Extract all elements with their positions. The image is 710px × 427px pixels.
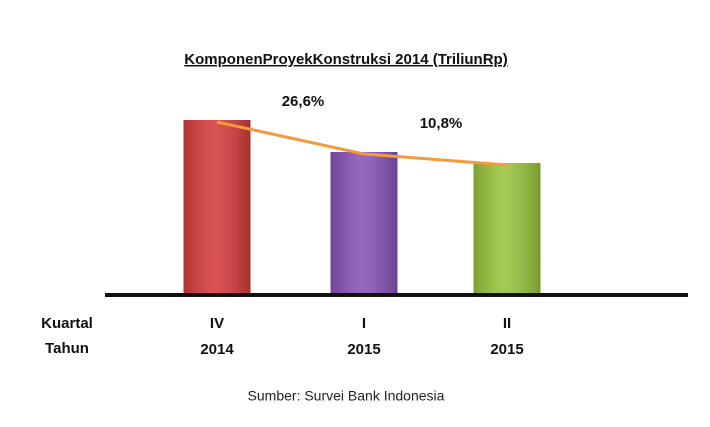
x-tick-label: IV xyxy=(210,315,224,332)
trend-line xyxy=(216,120,508,167)
x-tick-label: 2015 xyxy=(347,341,380,358)
x-tick-label: 2014 xyxy=(200,341,234,358)
row-label: Tahun xyxy=(45,340,89,357)
x-tick-label: 2015 xyxy=(490,341,523,358)
annotation: 10,8% xyxy=(420,115,463,132)
bar-shade xyxy=(330,152,398,295)
row-label: Kuartal xyxy=(41,315,93,332)
x-tick-label: I xyxy=(362,315,366,332)
bar-shade xyxy=(183,120,251,295)
x-tick-label: II xyxy=(503,315,511,332)
chart-title: KomponenProyekKonstruksi 2014 (TriliunRp… xyxy=(184,51,507,68)
annotation: 26,6% xyxy=(282,93,325,110)
source: Sumber: Survei Bank Indonesia xyxy=(248,388,445,404)
bar-shade xyxy=(473,163,541,295)
